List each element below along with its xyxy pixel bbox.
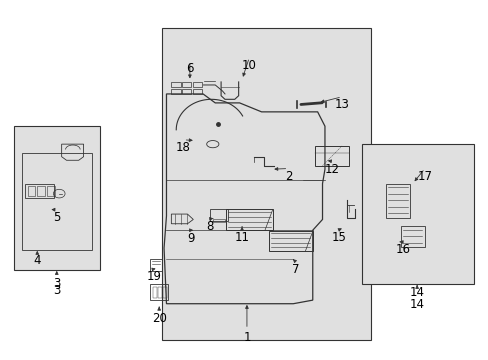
Text: 16: 16 [395, 243, 409, 256]
Bar [153, 287, 157, 298]
Text: 17: 17 [417, 170, 431, 183]
Bar [315, 146, 348, 166]
Text: 3: 3 [53, 278, 61, 291]
Text: 15: 15 [331, 231, 346, 244]
Text: 13: 13 [334, 98, 349, 111]
Text: 19: 19 [146, 270, 162, 283]
Bar [21, 153, 92, 250]
Bar [161, 28, 370, 339]
Bar [27, 186, 35, 196]
Text: 14: 14 [409, 298, 424, 311]
Bar [400, 226, 424, 247]
Text: 10: 10 [242, 59, 256, 72]
Bar [385, 184, 409, 218]
Bar [361, 144, 473, 284]
Bar [192, 82, 202, 87]
Text: 9: 9 [187, 231, 194, 244]
FancyArrowPatch shape [300, 103, 322, 104]
Text: 7: 7 [291, 263, 299, 276]
Bar [14, 126, 100, 270]
Text: 18: 18 [176, 141, 191, 154]
Bar [150, 284, 167, 300]
Bar [158, 287, 162, 298]
Text: 14: 14 [409, 287, 424, 300]
Bar [171, 82, 180, 87]
Bar [47, 186, 55, 196]
Bar [171, 89, 180, 94]
Text: 1: 1 [243, 330, 250, 343]
Bar [37, 186, 45, 196]
Bar [210, 209, 227, 221]
Text: 8: 8 [206, 220, 214, 233]
Text: 12: 12 [324, 163, 339, 176]
Bar [163, 287, 166, 298]
Text: 5: 5 [53, 211, 61, 224]
Bar [268, 231, 312, 251]
Text: 4: 4 [34, 254, 41, 267]
Bar [192, 89, 202, 94]
Bar [182, 82, 191, 87]
Bar [25, 184, 54, 198]
Text: 6: 6 [186, 62, 193, 75]
Text: 3: 3 [53, 284, 61, 297]
Text: 20: 20 [151, 311, 166, 325]
Text: 11: 11 [234, 231, 249, 244]
Text: 2: 2 [284, 170, 291, 183]
Bar [213, 219, 224, 222]
Bar [225, 210, 272, 230]
Bar [182, 89, 191, 94]
Bar [150, 259, 162, 271]
